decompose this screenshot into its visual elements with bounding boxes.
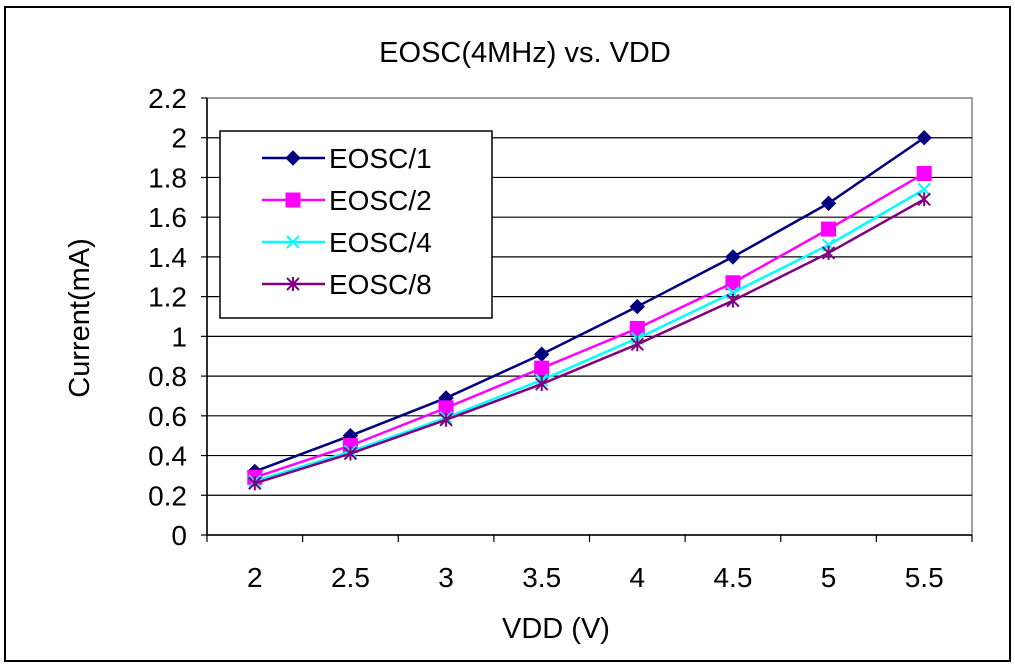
legend-marker-eosc-8	[286, 277, 300, 291]
legend-item-eosc-2: EOSC/2	[262, 185, 432, 216]
data-point-eosc-2	[916, 165, 932, 181]
x-tick-label: 2.5	[331, 562, 370, 593]
data-point-eosc-8	[439, 412, 453, 427]
series-lines	[247, 130, 932, 491]
data-point-eosc-2	[821, 221, 837, 237]
legend-label-eosc-1: EOSC/1	[329, 143, 432, 174]
data-point-eosc-8	[821, 245, 836, 260]
x-tick-label: 2	[247, 562, 263, 593]
data-point-eosc-1	[725, 249, 741, 265]
axes: 0 0.2 0.4 0.6 0.8 1 1.2 1.4 1.6 1.8 2 2.2 2 2.5 3 3.5 4 4…	[148, 83, 973, 593]
y-tick-label: 1.2	[148, 282, 187, 313]
x-tick-label: 5.5	[905, 562, 944, 593]
data-point-eosc-8	[917, 192, 931, 207]
x-tick-label: 4	[630, 562, 646, 593]
legend-box	[219, 130, 493, 319]
legend-marker-eosc-1	[285, 150, 301, 166]
data-point-eosc-4	[917, 182, 931, 197]
legend-marker-eosc-2	[285, 192, 301, 208]
legend-marker-eosc-4	[286, 235, 300, 249]
y-tick-label: 1.4	[148, 242, 187, 273]
data-point-eosc-8	[343, 446, 358, 461]
chart-title: EOSC(4MHz) vs. VDD	[379, 37, 671, 69]
data-point-eosc-8	[248, 476, 262, 491]
series-eosc-8	[248, 192, 931, 491]
x-tick-label: 3.5	[522, 562, 561, 593]
legend-item-eosc-4: EOSC/4	[262, 227, 432, 258]
y-tick-label: 0.8	[148, 361, 187, 392]
y-tick-label: 0.4	[148, 441, 187, 472]
y-tick-label: 1.8	[148, 162, 187, 193]
data-point-eosc-2	[534, 360, 550, 376]
y-tick-label: 0.6	[148, 401, 187, 432]
legend: EOSC/1 EOSC/2 EOSC/4 EOSC/8	[219, 130, 493, 319]
y-tick-label: 0	[171, 520, 187, 551]
y-tick-label: 2	[171, 123, 187, 154]
legend-label-eosc-8: EOSC/8	[329, 269, 432, 300]
x-axis-label: VDD (V)	[502, 613, 610, 645]
y-tick-label: 1	[171, 321, 187, 352]
x-tick-label: 4.5	[713, 562, 752, 593]
series-line-eosc-2	[254, 172, 925, 479]
y-tick-label: 1.6	[148, 202, 187, 233]
y-axis-label: Current(mA)	[64, 238, 96, 398]
data-point-eosc-8	[726, 293, 740, 308]
y-tick-label: 2.2	[148, 83, 187, 114]
legend-label-eosc-4: EOSC/4	[329, 227, 432, 258]
data-point-eosc-1	[629, 298, 646, 315]
series-line-eosc-4	[254, 188, 925, 483]
x-tick-label: 5	[821, 562, 837, 593]
legend-label-eosc-2: EOSC/2	[329, 185, 432, 216]
data-point-eosc-2	[725, 275, 741, 291]
series-eosc-2	[247, 165, 932, 485]
data-point-eosc-1	[820, 195, 837, 211]
data-point-eosc-1	[916, 130, 932, 146]
data-point-eosc-8	[534, 377, 549, 392]
x-tick-label: 3	[438, 562, 454, 593]
series-line-eosc-1	[254, 136, 925, 473]
legend-item-eosc-8: EOSC/8	[262, 269, 432, 300]
data-point-eosc-8	[630, 337, 645, 352]
data-point-eosc-2	[629, 320, 645, 336]
legend-item-eosc-1: EOSC/1	[262, 143, 432, 174]
series-line-eosc-8	[254, 198, 925, 485]
y-tick-label: 0.2	[148, 480, 187, 511]
